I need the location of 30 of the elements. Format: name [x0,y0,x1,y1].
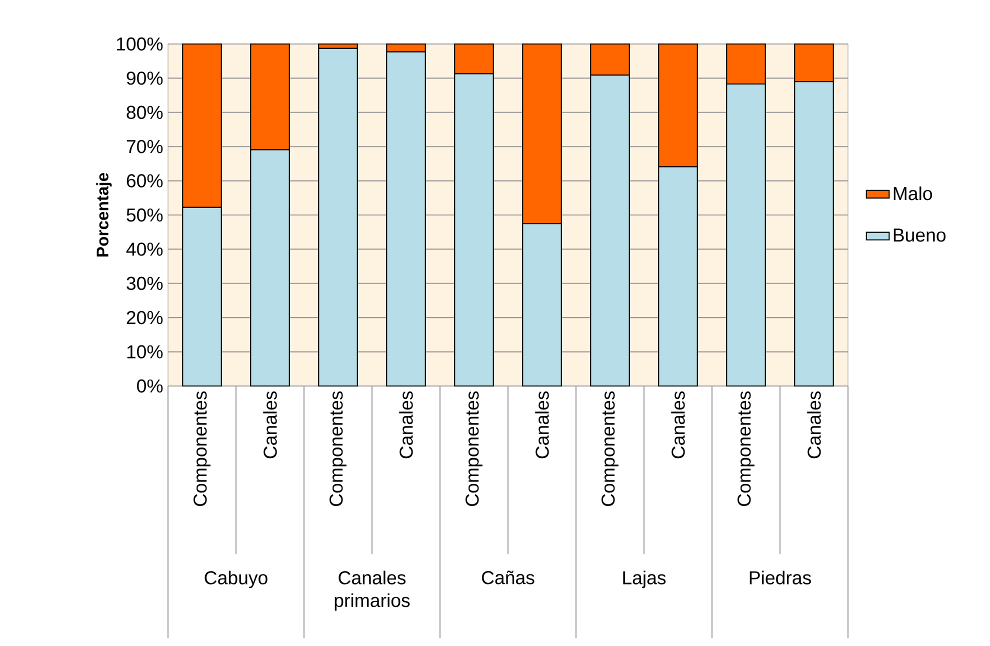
text: Cabuyo [204,570,268,588]
text: Canales primarios [334,570,410,611]
legend-label: Malo [894,186,932,200]
y-tick-label: 0% [137,379,163,393]
x-tick-label: Componentes [602,391,618,506]
y-tick-label: 100% [116,37,163,51]
y-tick-label: 80% [126,106,163,120]
x-tick-label: Componentes [466,391,482,506]
y-tick-label: 10% [127,345,163,358]
x-tick-label: Canales [807,391,821,458]
y-tick-label: 50% [126,208,163,222]
y-tick-label: 60% [126,174,163,188]
bar [318,48,358,387]
x-tick-label: Canales [399,391,413,458]
x-tick-label: Canales [671,391,685,458]
legend-label: Bueno [894,228,946,242]
x-tick-label: Canales [535,391,549,458]
text: Piedras [750,570,811,584]
x-tick-label: Componentes [194,391,210,506]
y-tick-label: 40% [126,242,163,256]
y-tick-label: 30% [126,276,163,290]
y-axis-title: Porcentaje [96,172,112,256]
y-tick-label: 20% [126,310,163,324]
y-tick-label: 70% [126,140,163,154]
x-tick-label: Componentes [330,391,346,506]
text: Cañas [482,570,534,584]
x-tick-label: Canales [263,391,277,458]
text: Lajas [623,570,666,588]
x-tick-label: Componentes [738,391,754,506]
y-tick-label: 90% [126,72,163,85]
